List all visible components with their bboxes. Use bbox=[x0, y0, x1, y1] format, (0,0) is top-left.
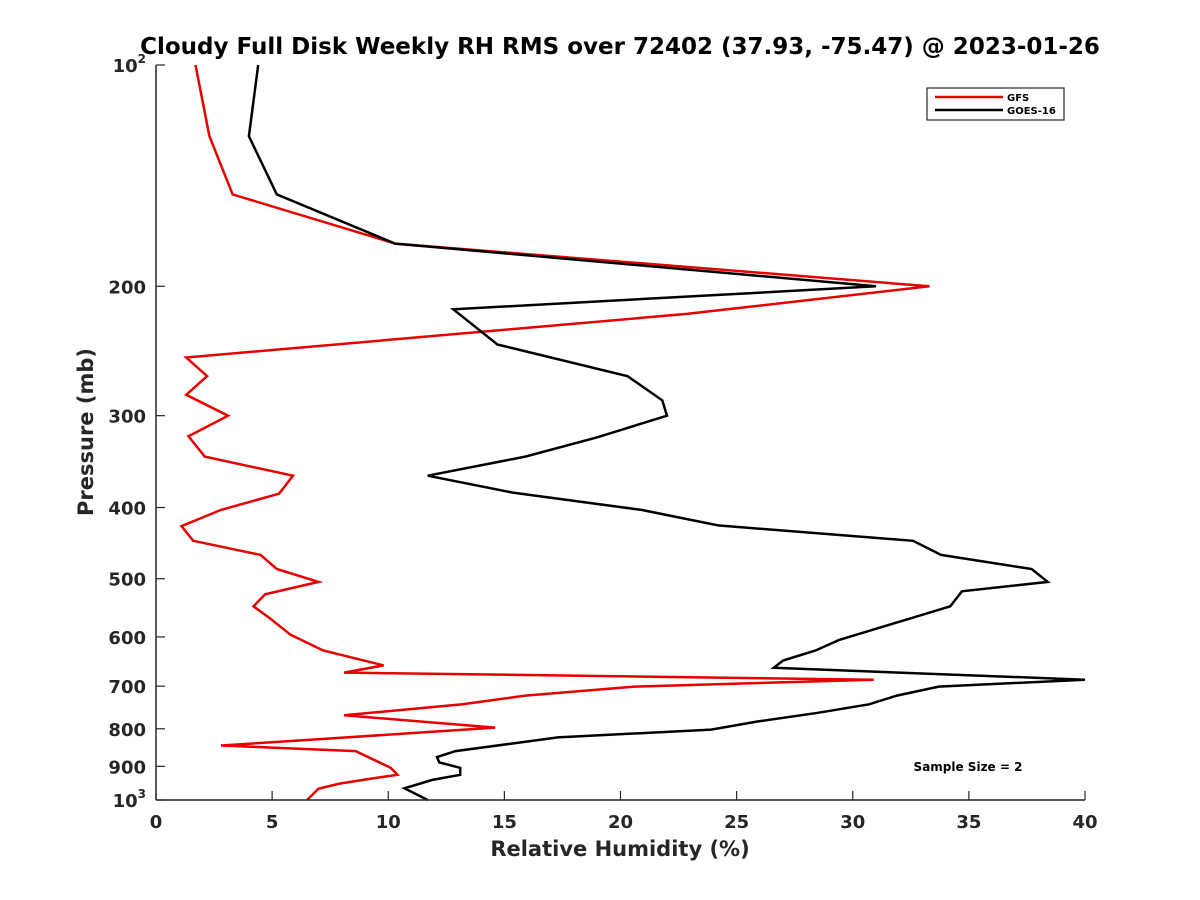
y-axis-label: Pressure (mb) bbox=[74, 348, 98, 516]
legend-label-goes16: GOES-16 bbox=[1007, 106, 1056, 117]
legend-box bbox=[926, 87, 1065, 121]
y-tick-label: 200 bbox=[108, 277, 146, 298]
sample-size-annotation: Sample Size = 2 bbox=[914, 760, 1023, 774]
y-tick-label: 500 bbox=[108, 570, 146, 591]
y-tick-label: 900 bbox=[108, 757, 146, 778]
x-axis-ticks: 0 5 10 15 20 25 30 35 40 bbox=[150, 791, 1098, 833]
x-tick-label: 5 bbox=[266, 812, 279, 833]
y-axis-ticks: 102 200 300 400 500 600 700 800 900 103 bbox=[108, 52, 165, 812]
y-tick-label: 102 bbox=[113, 52, 146, 77]
x-tick-label: 30 bbox=[840, 812, 865, 833]
x-tick-label: 40 bbox=[1072, 812, 1097, 833]
y-tick-label: 800 bbox=[108, 720, 146, 741]
y-tick-label: 103 bbox=[113, 787, 146, 812]
x-tick-label: 35 bbox=[956, 812, 981, 833]
series-line-goes16 bbox=[247, 64, 1086, 802]
chart-title: Cloudy Full Disk Weekly RH RMS over 7240… bbox=[140, 34, 1100, 60]
series-line-gfs bbox=[179, 64, 930, 801]
x-tick-label: 15 bbox=[492, 812, 517, 833]
x-axis-label: Relative Humidity (%) bbox=[490, 837, 749, 861]
x-tick-label: 25 bbox=[724, 812, 749, 833]
x-tick-label: 0 bbox=[150, 812, 163, 833]
x-tick-label: 20 bbox=[608, 812, 633, 833]
legend-label-gfs: GFS bbox=[1007, 93, 1029, 104]
y-tick-label: 600 bbox=[108, 628, 146, 649]
y-tick-label: 700 bbox=[108, 677, 146, 698]
y-tick-label: 300 bbox=[108, 407, 146, 428]
y-tick-label: 400 bbox=[108, 499, 146, 520]
legend: GFS GOES-16 bbox=[926, 87, 1065, 121]
series-layer bbox=[179, 64, 1086, 802]
x-tick-label: 10 bbox=[376, 812, 401, 833]
plot-area bbox=[156, 65, 1085, 800]
